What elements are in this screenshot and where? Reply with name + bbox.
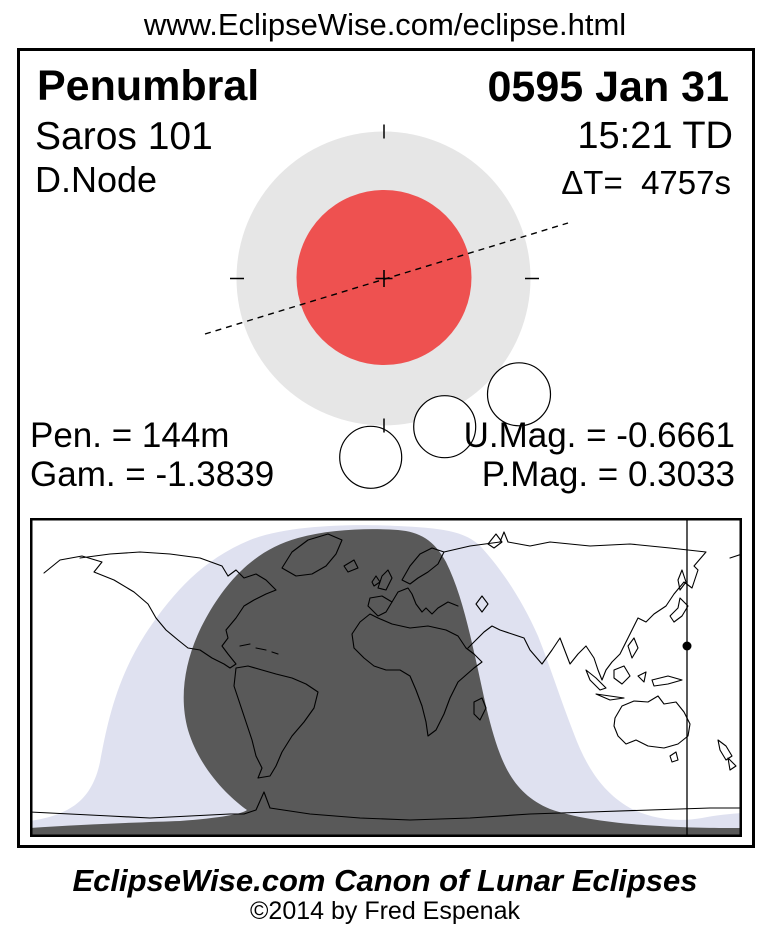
moon-position-circle	[486, 362, 552, 427]
eclipse-shadow-diagram	[204, 124, 569, 489]
delta-t-label: ΔT= 4757s	[561, 164, 731, 201]
page-url-header: www.EclipseWise.com/eclipse.html	[143, 7, 627, 42]
moon-position-circle	[413, 395, 477, 459]
map-frame-border	[30, 518, 742, 837]
shadow-center-cross	[375, 270, 393, 287]
gamma-stat: Gam. = -1.3839	[30, 455, 275, 494]
moon-position-circle	[339, 425, 403, 489]
canon-title: EclipseWise.com Canon of Lunar Eclipses	[72, 863, 698, 898]
moon-position-circles	[339, 362, 552, 489]
eclipse-date-label: 0595 Jan 31	[487, 63, 729, 111]
cardinal-tick-marks	[230, 124, 539, 433]
figure-card-border	[17, 48, 755, 848]
sublunar-point-dot	[682, 641, 692, 651]
copyright-notice: ©2014 by Fred Espenak	[250, 897, 520, 925]
eclipse-type-label: Penumbral	[37, 62, 260, 110]
umbral-visibility-zone	[30, 529, 742, 837]
lunar-node-label: D.Node	[35, 159, 158, 200]
penumbral-magnitude-stat: P.Mag. = 0.3033	[481, 455, 735, 494]
world-map-coastlines	[30, 531, 742, 821]
penumbral-duration-stat: Pen. = 144m	[30, 416, 230, 455]
eclipse-visibility-map	[30, 518, 742, 837]
saros-series-label: Saros 101	[35, 115, 213, 158]
greatest-eclipse-time-label: 15:21 TD	[577, 115, 733, 157]
umbral-magnitude-stat: U.Mag. = -0.6661	[463, 416, 735, 455]
